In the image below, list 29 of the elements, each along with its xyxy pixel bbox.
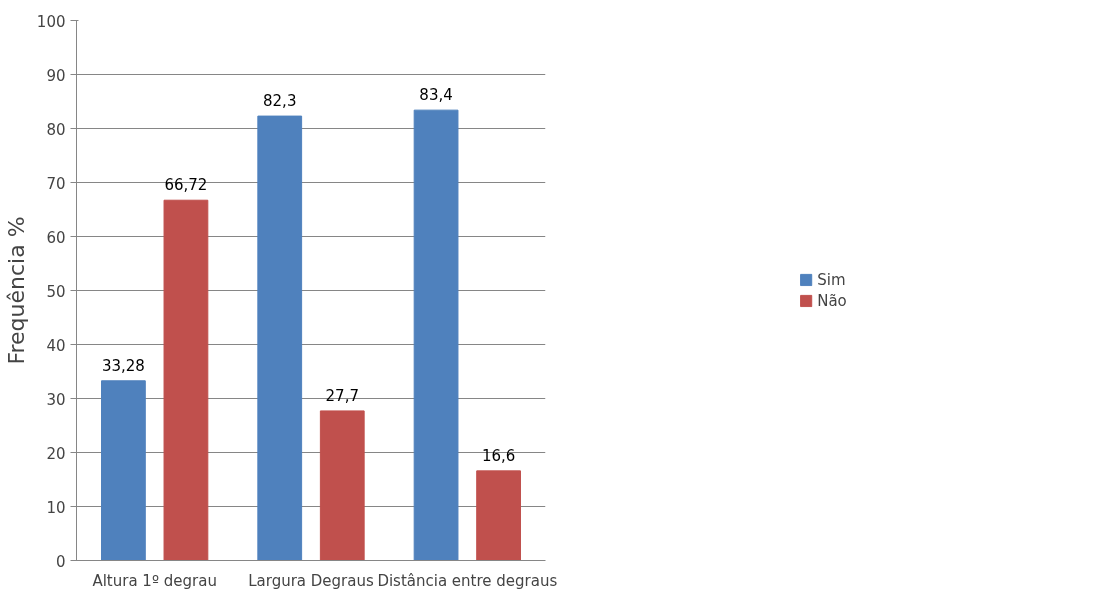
y-axis-title: Frequência % — [3, 216, 29, 365]
legend-label: Sim — [817, 270, 846, 289]
legend-label: Não — [817, 291, 847, 310]
y-tick-label: 0 — [55, 552, 66, 571]
bar — [413, 109, 459, 561]
y-tick-label: 30 — [46, 390, 66, 409]
data-label: 82,3 — [263, 92, 297, 111]
bar — [163, 199, 209, 561]
x-tick-label: Altura 1º degrau — [92, 571, 217, 590]
y-tick-label: 80 — [46, 120, 66, 139]
data-label: 27,7 — [325, 386, 359, 405]
y-tick-label: 20 — [46, 444, 66, 463]
y-tick-label: 100 — [36, 12, 66, 31]
y-tick-label: 90 — [46, 66, 66, 85]
bar — [476, 470, 521, 561]
bar — [319, 410, 365, 561]
y-tick-label: 50 — [46, 282, 66, 301]
y-tick-label: 10 — [46, 498, 66, 517]
y-tick-label: 40 — [46, 336, 66, 355]
y-tick-label: 70 — [46, 174, 66, 193]
bar — [257, 115, 303, 561]
bar — [101, 380, 146, 561]
data-label: 16,6 — [481, 446, 516, 465]
y-tick-label: 60 — [46, 228, 66, 247]
data-label: 66,72 — [164, 176, 208, 195]
data-label: 33,28 — [101, 356, 145, 375]
x-tick-label: Largura Degraus — [248, 571, 374, 590]
data-label: 83,4 — [419, 86, 453, 105]
x-tick-label: Distância entre degraus — [377, 571, 558, 590]
